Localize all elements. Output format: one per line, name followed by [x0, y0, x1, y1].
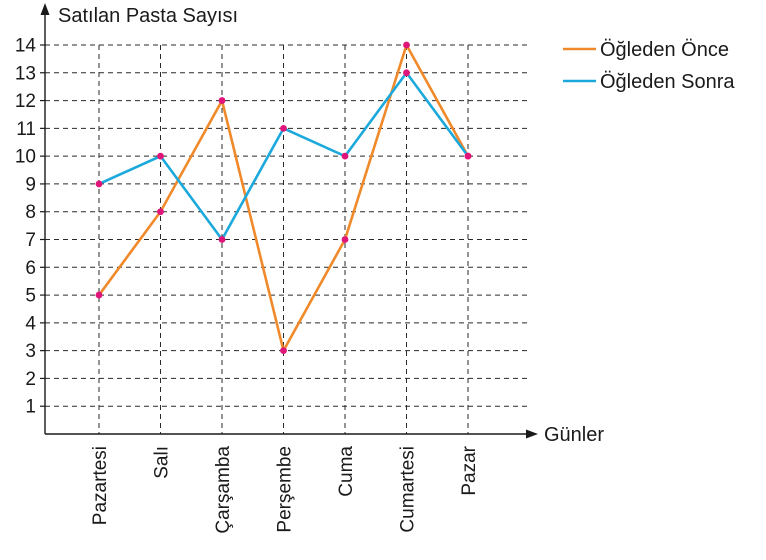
data-point	[218, 97, 226, 104]
data-points	[95, 41, 472, 355]
y-axis-arrow	[40, 3, 50, 15]
y-tick-label: 3	[25, 341, 36, 362]
y-tick-label: 10	[15, 147, 36, 168]
x-axis-title: Günler	[544, 424, 604, 446]
x-category-label: Salı	[152, 446, 173, 479]
y-tick-label: 8	[25, 202, 36, 223]
data-point	[341, 236, 349, 243]
data-point	[218, 236, 226, 243]
y-tick-label: 12	[15, 91, 36, 112]
data-point	[157, 152, 164, 160]
axes: Satılan Pasta Sayısı Günler	[40, 3, 604, 446]
x-category-label: Pazar	[459, 445, 480, 495]
y-tick-label: 7	[25, 230, 36, 251]
data-point	[464, 152, 472, 160]
x-category-label: Çarşamba	[213, 446, 234, 534]
data-point	[280, 347, 287, 355]
y-tick-label: 6	[25, 258, 36, 279]
x-category-labels: Pazartesi Salı Çarşamba Perşembe Cuma Cumarte…	[90, 445, 480, 533]
y-tick-label: 4	[25, 313, 36, 334]
data-point	[157, 208, 164, 216]
y-tick-label: 14	[15, 36, 37, 57]
data-point	[403, 41, 410, 49]
x-axis-arrow	[526, 429, 538, 439]
data-point	[95, 291, 103, 299]
data-point	[95, 180, 103, 188]
legend-label: Öğleden Sonra	[600, 71, 735, 93]
x-category-label: Cuma	[336, 446, 357, 497]
x-category-label: Perşembe	[275, 446, 296, 533]
y-tick-label: 13	[15, 63, 36, 84]
data-point	[280, 124, 287, 132]
legend: Öğleden Önce Öğleden Sonra	[563, 39, 735, 93]
x-category-label: Cumartesi	[398, 446, 419, 533]
y-tick-label: 1	[25, 397, 36, 418]
data-point	[403, 69, 410, 77]
grid	[45, 44, 530, 434]
legend-label: Öğleden Önce	[600, 39, 729, 61]
y-tick-label: 2	[25, 369, 36, 390]
y-axis-title: Satılan Pasta Sayısı	[58, 5, 238, 27]
data-point	[341, 152, 349, 160]
y-tick-label: 5	[25, 286, 36, 307]
x-category-label: Pazartesi	[90, 446, 111, 525]
y-tick-label: 9	[25, 174, 36, 195]
y-tick-label: 11	[16, 119, 36, 140]
